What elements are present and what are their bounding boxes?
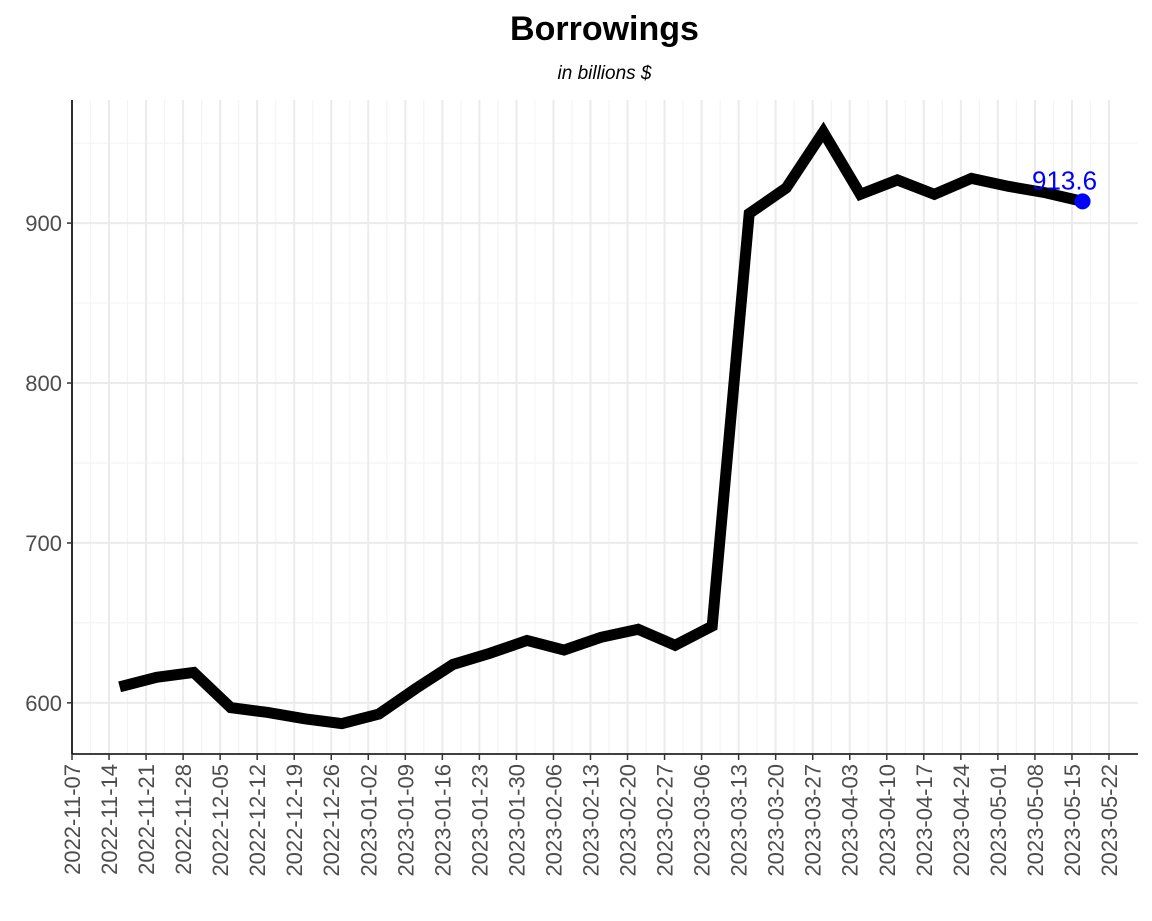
x-tick-label: 2023-01-16 xyxy=(430,764,455,877)
x-tick-label: 2023-01-30 xyxy=(504,764,529,877)
x-tick-label: 2022-11-28 xyxy=(171,764,196,875)
series-line xyxy=(118,121,1084,730)
x-tick-label: 2023-04-24 xyxy=(949,764,974,877)
x-tick-label: 2023-04-03 xyxy=(838,764,863,877)
x-tick-label: 2022-11-07 xyxy=(60,764,85,875)
x-tick-label: 2023-02-20 xyxy=(616,764,641,877)
x-tick-label: 2023-04-17 xyxy=(912,764,937,877)
x-tick-label: 2023-05-22 xyxy=(1097,764,1122,877)
x-tick-label: 2023-01-02 xyxy=(356,764,381,877)
x-tick-label: 2023-02-13 xyxy=(578,764,603,877)
x-tick-label: 2022-11-14 xyxy=(97,764,122,875)
x-tick-label: 2023-05-01 xyxy=(986,764,1011,877)
chart-title: Borrowings xyxy=(510,10,699,48)
x-tick-label: 2023-03-27 xyxy=(801,764,826,877)
last-point-marker xyxy=(1074,193,1091,210)
axes xyxy=(71,100,1138,755)
series-layer xyxy=(118,121,1084,730)
chart-subtitle: in billions $ xyxy=(557,63,652,84)
y-tick-label: 700 xyxy=(25,531,62,556)
x-tick-label: 2023-02-27 xyxy=(653,764,678,877)
x-tick-label: 2023-01-09 xyxy=(393,764,418,877)
y-tick-label: 900 xyxy=(25,211,62,236)
x-tick-label: 2023-03-20 xyxy=(764,764,789,877)
x-tick-label: 2022-12-12 xyxy=(245,764,270,877)
annotation-layer: 913.6 xyxy=(1032,165,1097,210)
y-axis-ticks: 600 700 800 900 xyxy=(25,211,72,716)
x-tick-label: 2023-05-08 xyxy=(1023,764,1048,877)
y-tick-label: 800 xyxy=(25,371,62,396)
x-tick-label: 2023-03-13 xyxy=(727,764,752,877)
x-tick-label: 2023-01-23 xyxy=(467,764,492,877)
x-tick-label: 2022-12-26 xyxy=(319,764,344,877)
x-tick-label: 2023-05-15 xyxy=(1060,764,1085,877)
x-tick-label: 2023-04-10 xyxy=(875,764,900,877)
x-tick-label: 2022-12-05 xyxy=(208,764,233,877)
grid-lines-major xyxy=(71,100,1138,754)
last-point-label: 913.6 xyxy=(1032,165,1097,195)
x-axis-ticks: 2022-11-07 2022-11-14 2022-11-21 2022-11-28… xyxy=(60,754,1122,877)
y-tick-label: 600 xyxy=(25,691,62,716)
x-tick-label: 2022-11-21 xyxy=(134,764,159,875)
x-tick-label: 2023-02-06 xyxy=(541,764,566,877)
grid-lines-minor xyxy=(72,100,1138,754)
x-tick-label: 2022-12-19 xyxy=(282,764,307,877)
x-tick-label: 2023-03-06 xyxy=(690,764,715,877)
